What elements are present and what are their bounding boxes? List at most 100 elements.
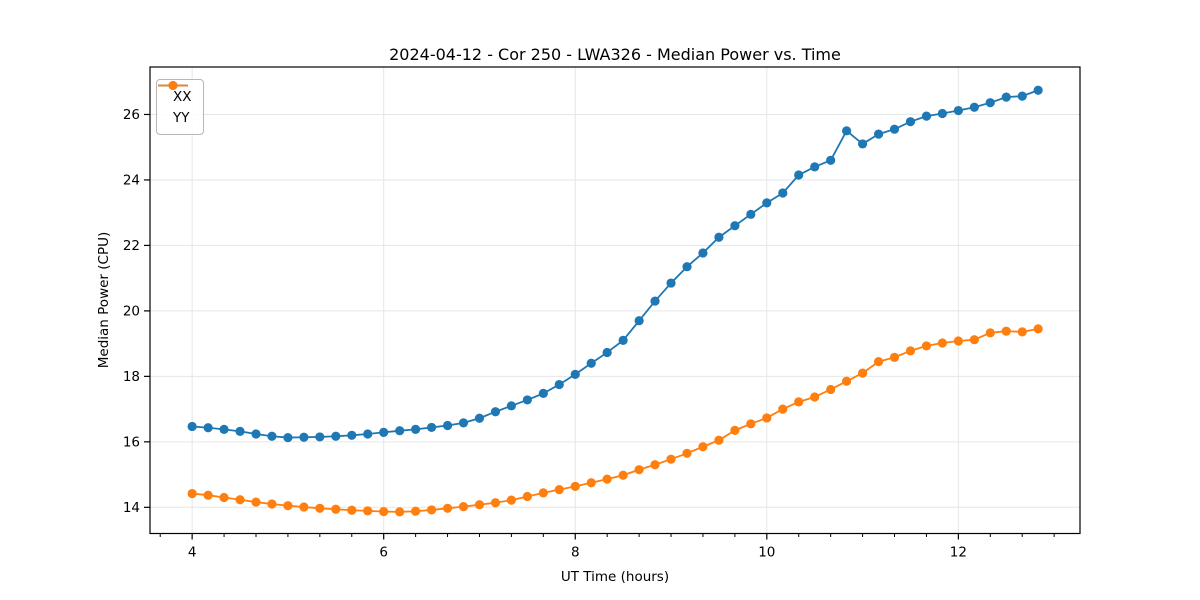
data-point [395,426,405,436]
data-point [187,488,197,499]
data-point [1033,324,1043,334]
data-point [522,395,532,405]
data-point [921,341,932,351]
data-point [730,221,740,231]
data-point [841,376,852,386]
data-point [538,488,548,498]
data-point [426,422,437,433]
data-point [410,506,421,516]
data-point [921,111,932,121]
data-point [219,424,229,434]
legend-line-sample-icon [158,81,188,90]
y-axis-label: Median Power (CPU) [96,231,112,369]
data-point [634,465,644,475]
data-point [490,498,501,508]
x-tick-label: 12 [950,545,967,561]
data-point [538,388,548,398]
data-point [873,357,884,367]
data-point [778,404,788,414]
data-point [857,368,868,378]
data-point [1017,91,1027,101]
data-point [203,423,213,433]
data-point [331,504,341,514]
data-point [570,481,580,491]
data-point [347,505,357,515]
data-point [826,155,836,165]
data-point [618,470,628,480]
y-tick-label: 26 [123,107,140,123]
data-point [826,384,836,395]
series-xx [187,85,1043,443]
data-point [778,188,788,198]
series-yy [187,324,1043,517]
x-tick-label: 8 [571,545,580,561]
data-point [714,232,724,242]
data-point [458,502,469,512]
data-point [841,126,852,136]
data-point [714,435,724,445]
data-point [905,346,916,356]
data-point [746,209,756,219]
data-point [810,162,820,172]
data-point [363,429,373,439]
data-point [666,454,676,464]
data-point [474,413,485,423]
data-point [650,296,660,306]
y-tick-label: 22 [123,238,140,254]
data-point [315,503,325,513]
y-tick-label: 14 [123,500,140,516]
data-point [985,98,995,108]
data-point [283,432,293,443]
data-point [889,352,900,362]
data-point [602,347,612,358]
data-point [586,358,596,368]
data-point [698,248,708,258]
data-point [554,379,564,390]
data-point [937,108,947,119]
data-point [315,432,325,442]
data-point [1001,326,1011,336]
data-point [873,129,884,139]
data-point [1001,92,1011,102]
data-point [602,474,612,484]
data-point [1033,85,1043,95]
data-point [905,117,916,127]
data-point [251,497,261,507]
data-point [331,431,341,441]
data-point [299,502,309,512]
data-point [203,490,213,500]
plot-border [149,66,1081,535]
data-point [666,278,676,288]
axis-ticks [144,113,1055,540]
data-point [363,506,373,516]
data-point [442,420,453,431]
x-tick-label: 10 [758,545,775,561]
y-tick-label: 16 [123,435,140,451]
data-point [458,418,469,428]
data-point [953,105,963,116]
data-point [474,500,485,510]
data-point [937,338,947,348]
data-point [857,139,868,149]
data-point [969,335,979,345]
y-tick-label: 24 [123,173,140,189]
data-point [235,426,245,436]
data-point [762,198,772,208]
data-point [586,478,596,488]
data-point [395,507,405,517]
data-point [794,397,804,407]
data-point [634,316,644,326]
x-tick-label: 4 [188,545,197,561]
data-point [219,492,229,503]
y-tick-label: 20 [123,304,140,320]
data-point [267,499,277,509]
data-point [985,328,995,338]
data-point [442,503,453,513]
data-point [506,495,516,505]
x-tick-label: 6 [379,545,388,561]
data-point [506,401,516,411]
data-point [953,336,963,346]
data-point [554,485,564,495]
